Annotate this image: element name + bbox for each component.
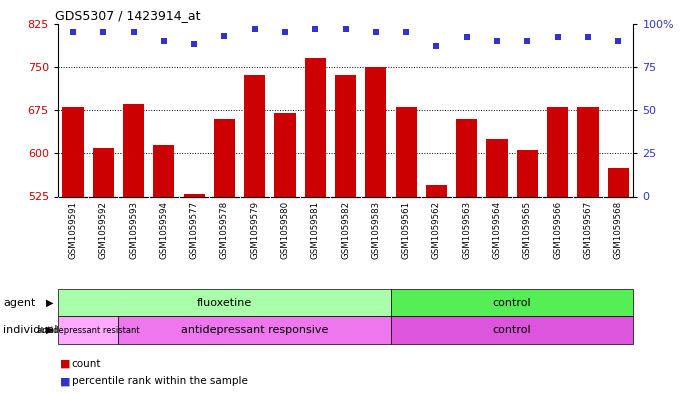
Text: GSM1059594: GSM1059594 bbox=[159, 201, 168, 259]
Text: count: count bbox=[72, 358, 101, 369]
Bar bbox=[547, 107, 568, 196]
Text: GSM1059568: GSM1059568 bbox=[614, 201, 622, 259]
Point bbox=[582, 34, 593, 40]
Text: GSM1059561: GSM1059561 bbox=[402, 201, 411, 259]
Text: GSM1059578: GSM1059578 bbox=[220, 201, 229, 259]
Text: control: control bbox=[493, 325, 531, 335]
Text: antidepressant responsive: antidepressant responsive bbox=[181, 325, 328, 335]
Bar bbox=[456, 119, 477, 196]
Text: GSM1059583: GSM1059583 bbox=[371, 201, 381, 259]
Bar bbox=[244, 75, 266, 196]
Point bbox=[370, 29, 381, 35]
Text: GSM1059592: GSM1059592 bbox=[99, 201, 108, 259]
Text: ▶: ▶ bbox=[46, 325, 53, 335]
Text: GSM1059591: GSM1059591 bbox=[69, 201, 78, 259]
Bar bbox=[304, 58, 326, 196]
Point bbox=[340, 26, 351, 32]
Text: ■: ■ bbox=[60, 376, 70, 386]
Bar bbox=[335, 75, 356, 196]
Bar bbox=[365, 67, 387, 196]
Point bbox=[249, 26, 260, 32]
Text: GSM1059563: GSM1059563 bbox=[462, 201, 471, 259]
Point bbox=[280, 29, 291, 35]
Point bbox=[492, 38, 503, 44]
Point bbox=[219, 33, 230, 39]
Point bbox=[613, 38, 624, 44]
Text: GSM1059582: GSM1059582 bbox=[341, 201, 350, 259]
Bar bbox=[63, 107, 84, 196]
Bar bbox=[153, 145, 174, 196]
Text: GSM1059562: GSM1059562 bbox=[432, 201, 441, 259]
Text: fluoxetine: fluoxetine bbox=[197, 298, 252, 308]
Text: control: control bbox=[493, 298, 531, 308]
Point bbox=[461, 34, 472, 40]
Point bbox=[522, 38, 533, 44]
Text: GSM1059579: GSM1059579 bbox=[250, 201, 259, 259]
Bar bbox=[607, 168, 629, 196]
Point bbox=[310, 26, 321, 32]
Bar bbox=[58, 316, 118, 344]
Text: GSM1059577: GSM1059577 bbox=[190, 201, 199, 259]
Bar bbox=[123, 104, 144, 196]
Bar bbox=[93, 147, 114, 196]
Text: agent: agent bbox=[3, 298, 36, 308]
Text: GDS5307 / 1423914_at: GDS5307 / 1423914_at bbox=[55, 9, 200, 22]
Text: ■: ■ bbox=[60, 358, 70, 369]
Bar bbox=[274, 113, 296, 196]
Text: individual: individual bbox=[3, 325, 58, 335]
Point bbox=[189, 41, 200, 48]
Bar bbox=[426, 185, 447, 196]
Bar bbox=[184, 194, 205, 196]
Point bbox=[400, 29, 411, 35]
Point bbox=[159, 38, 170, 44]
Bar bbox=[577, 107, 599, 196]
Bar bbox=[58, 289, 391, 316]
Bar bbox=[517, 151, 538, 196]
Point bbox=[552, 34, 563, 40]
Bar bbox=[486, 139, 507, 196]
Text: GSM1059581: GSM1059581 bbox=[311, 201, 320, 259]
Bar bbox=[396, 107, 417, 196]
Text: GSM1059564: GSM1059564 bbox=[492, 201, 501, 259]
Bar bbox=[391, 316, 633, 344]
Text: GSM1059565: GSM1059565 bbox=[523, 201, 532, 259]
Text: GSM1059580: GSM1059580 bbox=[281, 201, 289, 259]
Text: GSM1059593: GSM1059593 bbox=[129, 201, 138, 259]
Bar bbox=[391, 289, 633, 316]
Point bbox=[431, 43, 442, 49]
Bar bbox=[214, 119, 235, 196]
Point bbox=[128, 29, 139, 35]
Text: percentile rank within the sample: percentile rank within the sample bbox=[72, 376, 247, 386]
Text: GSM1059566: GSM1059566 bbox=[553, 201, 562, 259]
Point bbox=[98, 29, 109, 35]
Text: ▶: ▶ bbox=[46, 298, 53, 308]
Point bbox=[67, 29, 78, 35]
Text: antidepressant resistant: antidepressant resistant bbox=[37, 326, 140, 334]
Text: GSM1059567: GSM1059567 bbox=[584, 201, 592, 259]
Bar bbox=[118, 316, 391, 344]
